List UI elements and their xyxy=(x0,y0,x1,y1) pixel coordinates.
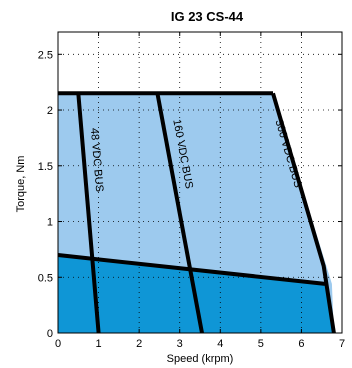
x-tick-label: 6 xyxy=(298,338,304,350)
x-tick-label: 0 xyxy=(55,338,61,350)
series-label: 48 VDC BUS xyxy=(88,127,105,192)
series-line-2 xyxy=(271,92,336,334)
series-line-1 xyxy=(155,92,204,334)
series-line-3 xyxy=(57,253,326,286)
x-tick-label: 1 xyxy=(96,338,102,350)
y-tick-label: 2.5 xyxy=(38,49,53,61)
x-tick-label: 2 xyxy=(136,338,142,350)
x-tick-label: 3 xyxy=(177,338,183,350)
x-axis-label: Speed (krpm) xyxy=(167,353,234,365)
y-axis-label: Torque, Nm xyxy=(15,156,27,213)
ticks-layer: 0 1 2 3 4 5 6 7 0 0.5 1 1.5 2 2.5 xyxy=(38,32,345,350)
lines-layer xyxy=(57,91,336,334)
x-tick-label: 7 xyxy=(339,338,345,350)
y-tick-label: 2 xyxy=(47,105,53,117)
y-tick-label: 1 xyxy=(47,217,53,229)
y-tick-label: 0.5 xyxy=(38,272,53,284)
y-tick-label: 1.5 xyxy=(38,161,53,173)
axes-layer xyxy=(57,31,343,334)
plot-frame xyxy=(57,31,343,334)
chart-title: IG 23 CS-44 xyxy=(171,9,244,24)
series-line-0 xyxy=(76,93,101,334)
x-tick-label: 4 xyxy=(217,338,223,350)
x-tick-label: 5 xyxy=(258,338,264,350)
y-tick-label: 0 xyxy=(47,328,53,340)
